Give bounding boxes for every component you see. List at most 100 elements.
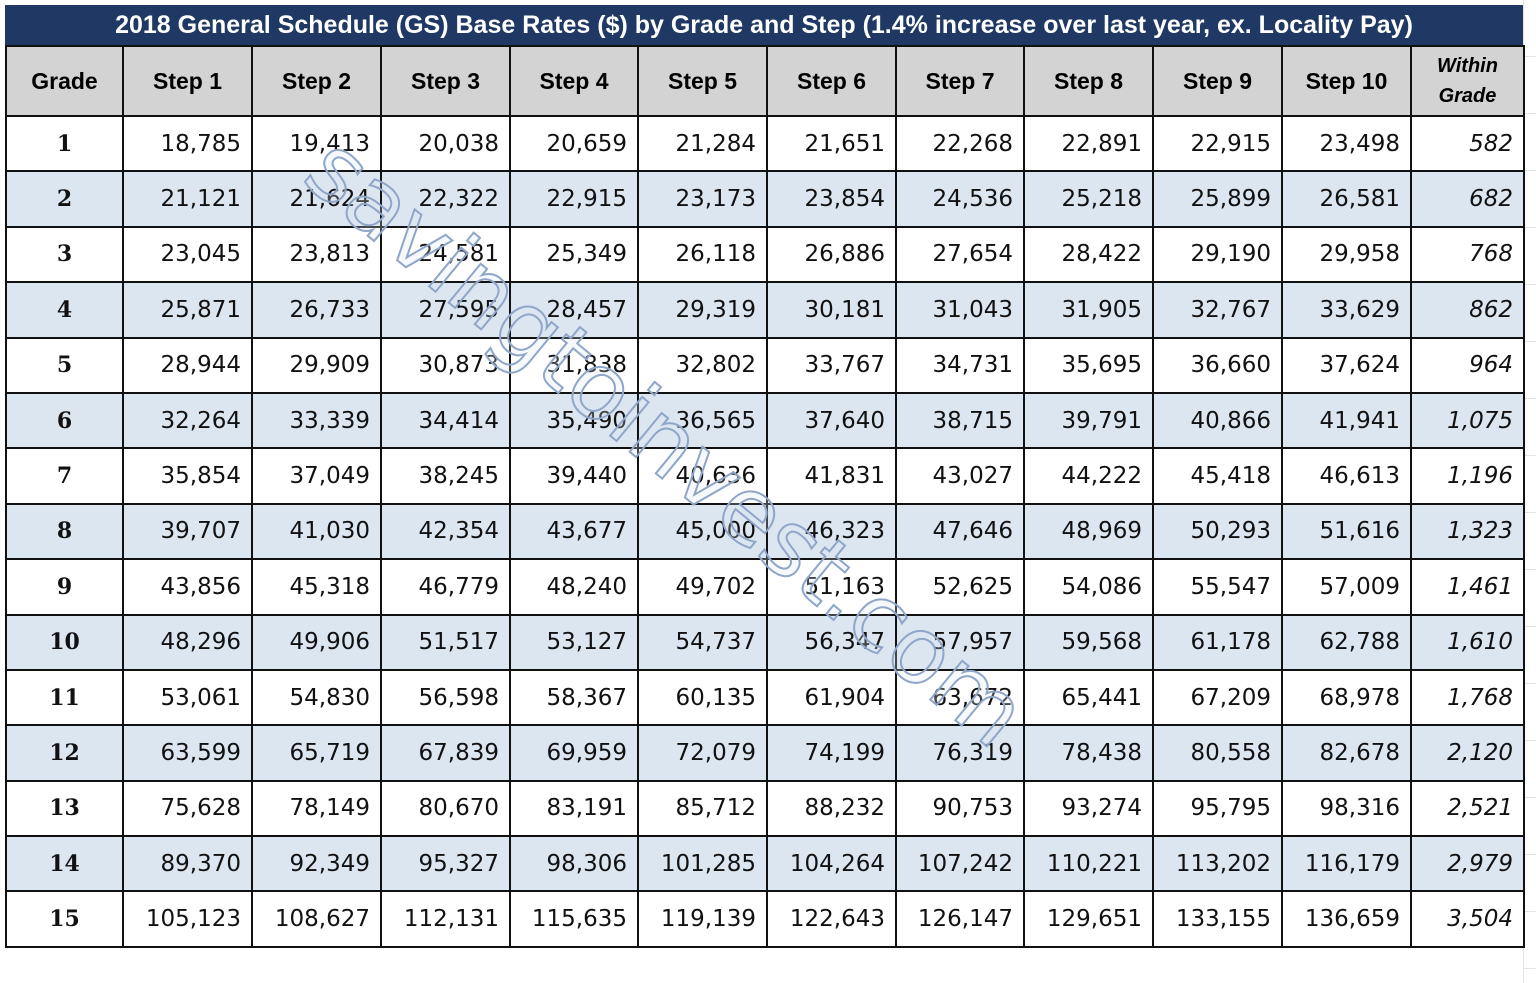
rate-cell: 95,327 [380, 835, 511, 893]
rate-cell: 43,856 [122, 558, 253, 616]
grade-cell: 7 [5, 447, 124, 505]
column-header: Step 8 [1023, 45, 1154, 117]
rate-cell: 46,779 [380, 558, 511, 616]
grade-cell: 2 [5, 170, 124, 228]
table-row: 12 63,599 65,719 67,839 69,959 72,079 74,199 76… [5, 724, 1525, 782]
rate-cell: 43,677 [509, 502, 639, 561]
rate-cell: 35,695 [1023, 336, 1154, 394]
column-header: Step 2 [251, 45, 382, 117]
rate-cell: 54,830 [251, 668, 382, 727]
column-header: Step 3 [380, 45, 511, 117]
grade-cell: 13 [5, 779, 124, 838]
rate-cell: 39,707 [122, 502, 253, 561]
column-header: Step 7 [895, 45, 1025, 117]
rate-cell: 62,788 [1281, 613, 1412, 671]
rate-cell: 112,131 [380, 890, 511, 948]
table-row: 6 32,264 33,339 34,414 35,490 36,565 37,640 38,… [5, 391, 1525, 450]
rate-cell: 59,568 [1023, 613, 1154, 671]
table-row: 1 18,785 19,413 20,038 20,659 21,284 21,651 22,… [5, 114, 1525, 173]
grade-cell: 4 [5, 281, 124, 339]
table-row: 9 43,856 45,318 46,779 48,240 49,702 51,163 52,… [5, 558, 1525, 616]
rate-cell: 23,813 [251, 225, 382, 284]
rate-cell: 129,651 [1023, 890, 1154, 948]
table-row: 10 48,296 49,906 51,517 53,127 54,737 56,347 57… [5, 613, 1525, 671]
rate-cell: 40,866 [1152, 391, 1283, 450]
rate-cell: 21,284 [637, 114, 768, 173]
rate-cell: 65,719 [251, 724, 382, 782]
rate-cell: 74,199 [766, 724, 897, 782]
rate-cell: 105,123 [122, 890, 253, 948]
grade-cell: 14 [5, 835, 124, 893]
rate-cell: 48,296 [122, 613, 253, 671]
rate-cell: 65,441 [1023, 668, 1154, 727]
rate-cell: 22,915 [509, 170, 639, 228]
rate-cell: 54,086 [1023, 558, 1154, 616]
grade-cell: 9 [5, 558, 124, 616]
rate-cell: 24,536 [895, 170, 1025, 228]
rate-cell: 61,178 [1152, 613, 1283, 671]
rate-cell: 110,221 [1023, 835, 1154, 893]
rate-cell: 39,791 [1023, 391, 1154, 450]
table-row: 11 53,061 54,830 56,598 58,367 60,135 61,904 63… [5, 668, 1525, 727]
rate-cell: 75,628 [122, 779, 253, 838]
rate-cell: 39,440 [509, 447, 639, 505]
table-row: 5 28,944 29,909 30,873 31,838 32,802 33,767 34,… [5, 336, 1525, 394]
table-title: 2018 General Schedule (GS) Base Rates ($… [5, 5, 1523, 45]
rate-cell: 29,958 [1281, 225, 1412, 284]
rate-cell: 48,240 [509, 558, 639, 616]
rate-cell: 41,030 [251, 502, 382, 561]
rate-cell: 89,370 [122, 835, 253, 893]
rate-cell: 116,179 [1281, 835, 1412, 893]
rate-cell: 31,043 [895, 281, 1025, 339]
grade-cell: 15 [5, 890, 124, 948]
rate-cell: 20,659 [509, 114, 639, 173]
within-grade-cell: 1,196 [1410, 447, 1525, 505]
rate-cell: 22,891 [1023, 114, 1154, 173]
rate-cell: 45,418 [1152, 447, 1283, 505]
rate-cell: 23,045 [122, 225, 253, 284]
within-grade-cell: 862 [1410, 281, 1525, 339]
header-row: Grade Step 1 Step 2 Step 3 Step 4 Step 5 Step … [5, 45, 1525, 117]
rate-cell: 104,264 [766, 835, 897, 893]
rate-cell: 41,941 [1281, 391, 1412, 450]
rate-cell: 21,651 [766, 114, 897, 173]
rate-cell: 46,613 [1281, 447, 1412, 505]
rate-cell: 34,731 [895, 336, 1025, 394]
rate-cell: 37,640 [766, 391, 897, 450]
rate-cell: 53,061 [122, 668, 253, 727]
within-grade-cell: 682 [1410, 170, 1525, 228]
rate-cell: 38,245 [380, 447, 511, 505]
rate-cell: 28,457 [509, 281, 639, 339]
rate-cell: 22,268 [895, 114, 1025, 173]
table-row: 2 21,121 21,624 22,322 22,915 23,173 23,854 24,… [5, 170, 1525, 228]
rate-cell: 56,598 [380, 668, 511, 727]
rate-cell: 78,149 [251, 779, 382, 838]
rate-cell: 61,904 [766, 668, 897, 727]
rate-cell: 78,438 [1023, 724, 1154, 782]
grade-cell: 1 [5, 114, 124, 173]
rate-cell: 48,969 [1023, 502, 1154, 561]
rate-cell: 107,242 [895, 835, 1025, 893]
rate-cell: 69,959 [509, 724, 639, 782]
rate-cell: 133,155 [1152, 890, 1283, 948]
grade-cell: 8 [5, 502, 124, 561]
rate-cell: 30,873 [380, 336, 511, 394]
rate-cell: 72,079 [637, 724, 768, 782]
rate-cell: 88,232 [766, 779, 897, 838]
rate-cell: 25,218 [1023, 170, 1154, 228]
within-grade-cell: 2,521 [1410, 779, 1525, 838]
rate-cell: 23,173 [637, 170, 768, 228]
rate-cell: 21,624 [251, 170, 382, 228]
within-grade-cell: 768 [1410, 225, 1525, 284]
within-grade-cell: 2,120 [1410, 724, 1525, 782]
rate-cell: 28,422 [1023, 225, 1154, 284]
rate-cell: 101,285 [637, 835, 768, 893]
rate-cell: 41,831 [766, 447, 897, 505]
rate-cell: 115,635 [509, 890, 639, 948]
rate-cell: 95,795 [1152, 779, 1283, 838]
rate-cell: 92,349 [251, 835, 382, 893]
rate-cell: 24,581 [380, 225, 511, 284]
rate-cell: 32,767 [1152, 281, 1283, 339]
rate-cell: 42,354 [380, 502, 511, 561]
rate-cell: 55,547 [1152, 558, 1283, 616]
